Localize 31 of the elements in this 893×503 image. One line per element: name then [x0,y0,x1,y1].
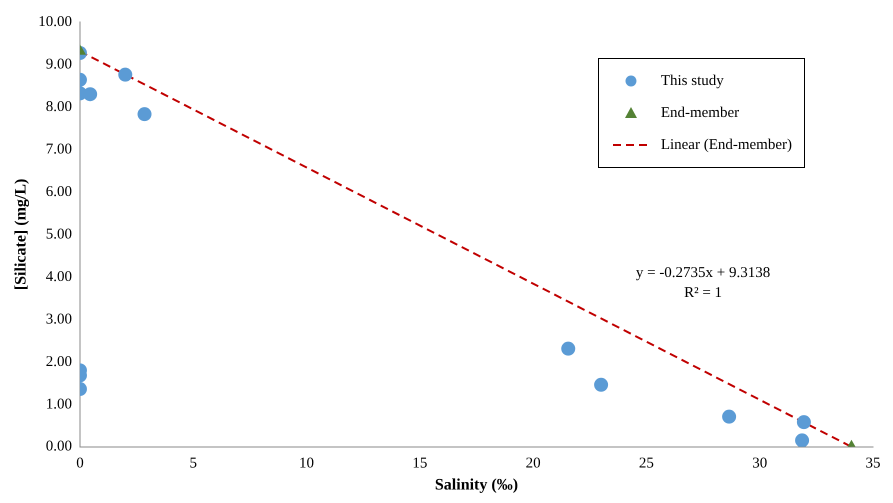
legend-label: This study [660,72,724,90]
x-tick-label: 15 [412,456,428,472]
point [795,433,810,447]
x-tick-label: 20 [526,456,541,472]
x-tick-label: 10 [299,456,314,472]
x-tick-label: 5 [189,456,197,472]
legend-label: Linear (End-member) [660,136,792,154]
x-tick-label: 0 [76,456,84,472]
x-axis-title: Salinity (‰) [434,476,518,494]
y-tick-label: 0.00 [46,438,72,455]
y-tick-label: 3.00 [46,311,72,328]
point [796,415,811,430]
y-tick-label: 10.00 [38,14,72,30]
x-tick-label: 35 [866,456,880,472]
point [722,410,736,424]
y-tick-label: 9.00 [46,56,72,72]
y-axis-title: [Silicate] (mg/L) [12,178,30,290]
y-tick-label: 2.00 [46,354,72,370]
point [594,378,608,392]
x-tick-label: 30 [752,456,768,472]
x-tick-label: 25 [638,456,654,472]
point [561,342,576,356]
y-tick-label: 7.00 [46,141,72,158]
y-tick-label: 8.00 [46,98,72,115]
annotation: y = -0.2735x + 9.3138 [636,264,770,281]
y-tick-label: 5.00 [46,226,72,242]
legend-label: End-member [660,104,740,122]
y-tick-label: 1.00 [46,396,72,412]
annotation: R² = 1 [684,284,722,301]
y-tick-label: 4.00 [46,268,72,285]
y-tick-label: 6.00 [46,184,72,200]
